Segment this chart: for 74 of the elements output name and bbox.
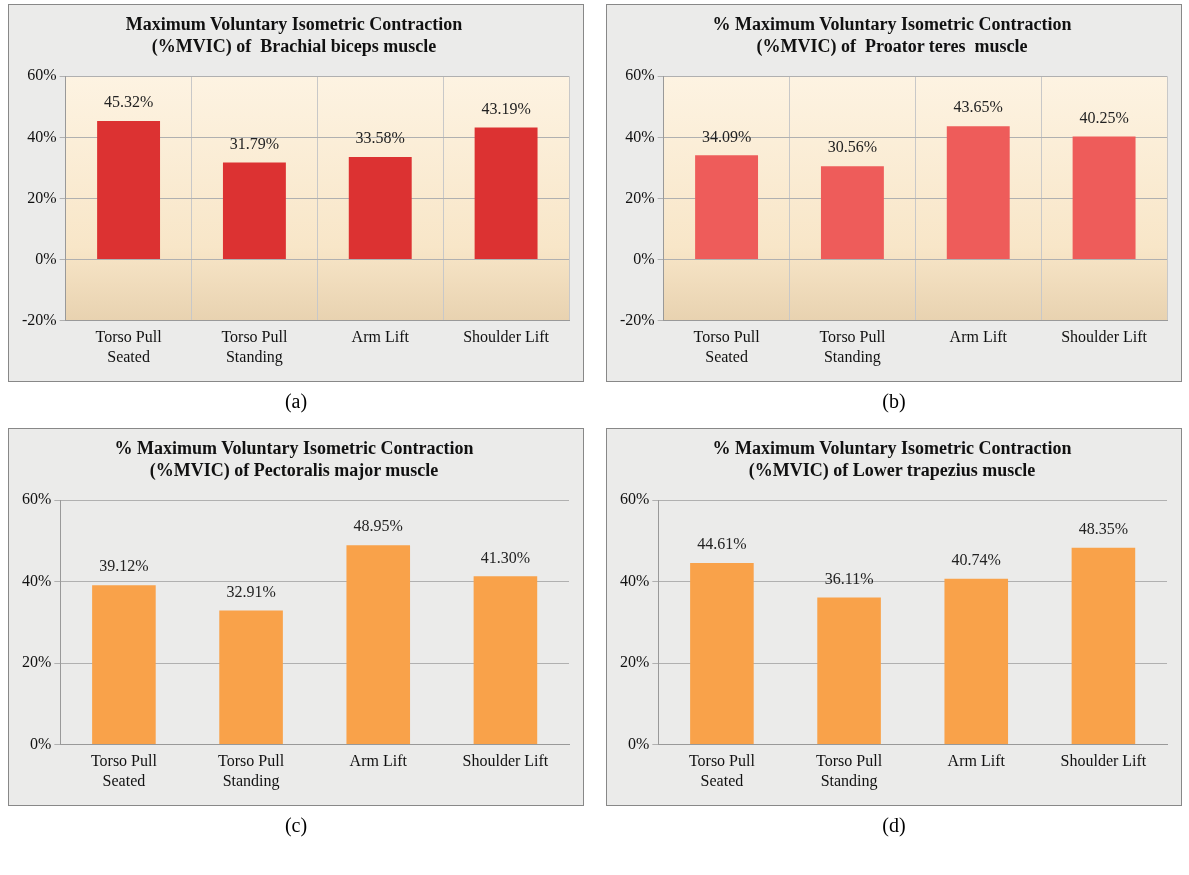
bar: [92, 585, 156, 745]
y-tick-label: 20%: [625, 188, 655, 206]
y-tick-label: 20%: [27, 188, 57, 206]
text: (b): [882, 390, 906, 414]
x-tick-label: Torso Pull Standing: [819, 328, 886, 366]
x-tick-label: Arm Lift: [351, 328, 410, 346]
y-tick-label: 0%: [35, 249, 57, 267]
data-label: 44.61%: [697, 535, 747, 553]
y-tick-label: 60%: [620, 490, 650, 508]
bar: [820, 166, 884, 259]
bar: [695, 155, 759, 259]
data-label: 31.79%: [229, 134, 280, 152]
bar: [222, 162, 286, 259]
x-tick-label: Arm Lift: [349, 752, 408, 770]
data-label: 32.91%: [226, 582, 276, 600]
text: (c): [284, 814, 308, 839]
bar: [97, 121, 161, 259]
y-tick-label: 20%: [620, 653, 650, 671]
text: (d): [882, 814, 906, 838]
x-tick-label: Torso Pull Seated: [90, 752, 158, 789]
x-tick-label: Torso Pull Standing: [218, 752, 285, 790]
bar: [817, 597, 881, 745]
data-label: 30.56%: [827, 138, 878, 156]
x-tick-label: Torso Pull Standing: [221, 328, 288, 366]
y-tick-label: 40%: [620, 571, 650, 589]
bar: [944, 578, 1009, 745]
data-label: 48.95%: [353, 517, 403, 535]
bar: [346, 545, 411, 745]
y-tick-label: -20%: [620, 310, 655, 328]
data-label: 40.74%: [951, 550, 1001, 568]
data-label: 33.58%: [355, 129, 405, 147]
bar: [219, 610, 283, 745]
x-tick-label: Torso Pull Seated: [95, 328, 163, 365]
y-tick-label: 60%: [27, 66, 57, 84]
data-label: 43.65%: [953, 98, 1003, 116]
data-label: 36.11%: [824, 569, 874, 587]
data-label: 48.35%: [1078, 519, 1129, 537]
x-tick-label: Torso Pull Standing: [816, 752, 883, 790]
bar: [474, 127, 538, 259]
data-label: 39.12%: [99, 557, 149, 575]
x-tick-label: Arm Lift: [949, 328, 1008, 346]
y-tick-label: 20%: [22, 653, 52, 671]
bar: [690, 562, 754, 745]
bar: [348, 156, 412, 259]
y-tick-label: 0%: [628, 734, 650, 752]
chart-title: % Maximum Voluntary Isometric Contraction (%MVIC) of Proator teres muscle: [712, 14, 1072, 58]
y-tick-label: -20%: [22, 310, 57, 328]
x-tick-label: Shoulder Lift: [1060, 752, 1147, 770]
bar: [1071, 547, 1136, 745]
chart-title: Maximum Voluntary Isometric Contraction (%MVIC) of Brachial biceps muscle: [125, 14, 463, 58]
text: (a): [284, 390, 308, 415]
x-tick-label: Shoulder Lift: [1061, 328, 1148, 346]
y-tick-label: 60%: [22, 490, 52, 508]
y-tick-label: 0%: [30, 734, 52, 752]
x-tick-label: Shoulder Lift: [462, 752, 549, 770]
y-tick-label: 40%: [22, 571, 52, 589]
chart-title: % Maximum Voluntary Isometric Contraction (%MVIC) of Lower trapezius muscle: [712, 438, 1072, 482]
y-tick-label: 0%: [633, 249, 655, 267]
x-tick-label: Torso Pull Seated: [688, 752, 756, 789]
x-tick-label: Arm Lift: [947, 752, 1006, 770]
chart-title: % Maximum Voluntary Isometric Contraction (%MVIC) of Pectoralis major muscle: [114, 438, 474, 482]
y-tick-label: 40%: [27, 127, 57, 145]
x-tick-label: Torso Pull Seated: [693, 328, 761, 365]
bar: [473, 576, 538, 745]
x-tick-label: Shoulder Lift: [463, 328, 550, 346]
data-label: 40.25%: [1079, 108, 1129, 126]
bar: [1072, 136, 1136, 259]
data-label: 43.19%: [481, 99, 531, 117]
bar: [946, 126, 1010, 259]
y-tick-label: 40%: [625, 127, 655, 145]
y-tick-label: 60%: [625, 66, 655, 84]
data-label: 34.09%: [701, 127, 752, 145]
data-label: 41.30%: [480, 548, 531, 566]
data-label: 45.32%: [103, 93, 154, 111]
